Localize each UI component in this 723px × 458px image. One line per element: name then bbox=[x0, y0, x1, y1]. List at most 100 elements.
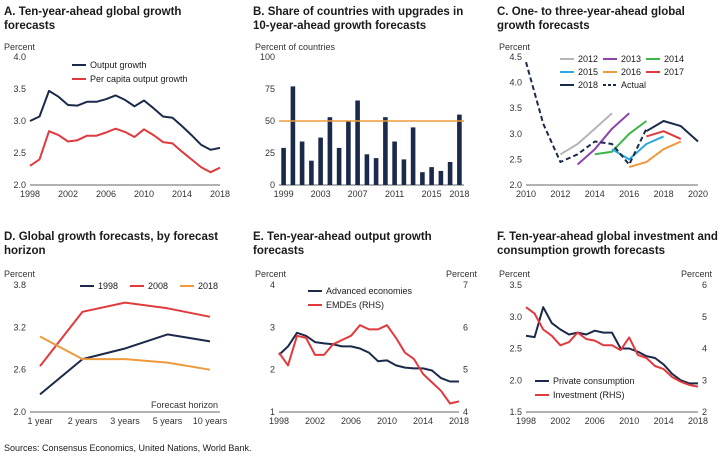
panel-e-y2-unit: Percent bbox=[446, 269, 478, 279]
panel-d-x-axis-title: Forecast horizon bbox=[151, 400, 218, 410]
panel-f-y-tick-label: 1.5 bbox=[509, 407, 522, 417]
panel-c-x-tick-label: 2010 bbox=[516, 189, 536, 199]
panel-d-x-tick-label: 1 year bbox=[27, 416, 52, 426]
panel-d-title-line: horizon bbox=[4, 245, 46, 257]
panel-f-series-line bbox=[525, 306, 699, 388]
panel-c-series-line bbox=[645, 120, 699, 143]
panel-c-series-line bbox=[525, 61, 648, 166]
panel-d-series-line bbox=[39, 333, 211, 396]
panel-f-x-tick-label: 1998 bbox=[516, 416, 536, 426]
panel-e-y-tick-label: 1 bbox=[270, 407, 275, 417]
panel-d-legend-item-label: 2018 bbox=[198, 281, 218, 291]
panel-c-x-tick-label: 2012 bbox=[550, 189, 570, 199]
source-note: Sources: Consensus Economics, United Nat… bbox=[4, 443, 252, 453]
panel-b-bar bbox=[336, 147, 342, 185]
panel-f-y2-tick-label: 6 bbox=[702, 280, 707, 290]
panel-e-y-tick-label: 3 bbox=[270, 322, 275, 332]
panel-a-y-tick-label: 2.0 bbox=[13, 180, 26, 190]
panel-f-x-tick-label: 2018 bbox=[688, 416, 708, 426]
panel-e-y2-tick-label: 6 bbox=[463, 322, 468, 332]
panel-b-x-tick-label: 2011 bbox=[385, 189, 404, 199]
panel-d-series-line bbox=[39, 335, 211, 371]
panel-b-title-line: B. Share of countries with upgrades in bbox=[253, 6, 463, 18]
panel-f-y2-tick-label: 3 bbox=[702, 375, 707, 385]
panel-a-series-line bbox=[29, 89, 221, 151]
panel-d-series-line bbox=[39, 301, 211, 367]
panel-f-title-line: consumption growth forecasts bbox=[497, 245, 665, 257]
panel-c-y-tick-label: 2.5 bbox=[509, 154, 522, 164]
panel-b-x-tick-label: 2018 bbox=[449, 189, 469, 199]
panel-c-series-line bbox=[559, 112, 613, 156]
panel-b-bar bbox=[373, 158, 379, 185]
panel-c-x-tick-label: 2020 bbox=[688, 189, 708, 199]
panel-f-legend-investment-label: Investment (RHS) bbox=[553, 390, 625, 400]
panel-f-x-tick-label: 2014 bbox=[654, 416, 674, 426]
panel-a-x-tick-label: 2002 bbox=[58, 189, 78, 199]
panel-e-x-tick-label: 1998 bbox=[269, 416, 289, 426]
panel-a-y-tick-label: 3.5 bbox=[13, 84, 26, 94]
panel-a-x-tick-label: 2014 bbox=[172, 189, 192, 199]
panel-b-bar bbox=[401, 159, 407, 185]
panel-d-x-tick-label: 10 years bbox=[193, 416, 228, 426]
panel-c-legend-item-label: 2017 bbox=[664, 67, 684, 77]
panel-e-title-line: forecasts bbox=[253, 245, 304, 257]
panel-c-title-line: C. One- to three-year-ahead global bbox=[497, 6, 685, 18]
panel-e-y2-tick-label: 4 bbox=[463, 407, 468, 417]
panel-d-y-tick-label: 3.8 bbox=[13, 280, 26, 290]
panel-b-x-tick-label: 1999 bbox=[274, 189, 294, 199]
panel-f-title-line: F. Ten-year-ahead global investment and bbox=[497, 231, 718, 243]
panel-d-y-tick-label: 3.2 bbox=[13, 322, 26, 332]
panel-b-bar bbox=[438, 170, 444, 185]
panel-b-bar bbox=[281, 147, 286, 185]
panel-b-title-line: 10-year-ahead growth forecasts bbox=[253, 20, 426, 32]
panel-d-y-tick-label: 2.6 bbox=[13, 365, 26, 375]
panel-c-legend-item-label: 2018 bbox=[578, 80, 598, 90]
panel-e-legend-advanced-label: Advanced economies bbox=[326, 286, 413, 296]
panel-b-y-tick-label: 0 bbox=[270, 180, 275, 190]
panel-e-y2-tick-label: 5 bbox=[463, 365, 468, 375]
panel-b-y-tick-label: 75 bbox=[265, 84, 275, 94]
panel-c-y-tick-label: 3.0 bbox=[509, 129, 522, 139]
panel-c-legend-item-label: 2013 bbox=[621, 54, 641, 64]
panel-b-bar bbox=[355, 100, 360, 185]
panel-c-y-tick-label: 2.0 bbox=[509, 180, 522, 190]
panel-b-bar bbox=[299, 141, 305, 185]
panel-c-series-line bbox=[646, 130, 682, 140]
panel-f-y2-tick-label: 5 bbox=[702, 312, 707, 322]
panel-e-x-tick-label: 2010 bbox=[377, 416, 397, 426]
panel-f-y-tick-label: 2.5 bbox=[509, 344, 522, 354]
panel-e-series-line bbox=[278, 324, 460, 405]
panel-f-y2-tick-label: 2 bbox=[702, 407, 707, 417]
panel-e-x-tick-label: 2014 bbox=[413, 416, 433, 426]
panel-e-x-tick-label: 2018 bbox=[449, 416, 469, 426]
panel-f-x-tick-label: 2010 bbox=[619, 416, 639, 426]
panel-c-legend-item-label: 2015 bbox=[578, 67, 598, 77]
panel-b-bar bbox=[364, 154, 370, 185]
panel-d-legend-item-label: 1998 bbox=[98, 281, 118, 291]
panel-e-title-line: E. Ten-year-ahead output growth bbox=[253, 231, 432, 243]
panel-c-x-tick-label: 2014 bbox=[585, 189, 605, 199]
panel-b-bar bbox=[346, 121, 351, 185]
panel-c-y-tick-label: 4.5 bbox=[509, 52, 522, 62]
panel-b-bar bbox=[457, 114, 462, 185]
panel-a-title-line: forecasts bbox=[4, 20, 55, 32]
panel-b-bar bbox=[429, 167, 434, 185]
panel-f-series-line bbox=[525, 306, 698, 385]
panel-b-y-tick-label: 100 bbox=[260, 52, 275, 62]
panel-f-y-unit: Percent bbox=[499, 269, 531, 279]
panel-f-y2-unit: Percent bbox=[681, 269, 713, 279]
panel-c-title-line: growth forecasts bbox=[497, 20, 590, 32]
panel-d-y-unit: Percent bbox=[4, 269, 36, 279]
panel-a-x-tick-label: 2006 bbox=[96, 189, 116, 199]
panel-e-x-tick-label: 2002 bbox=[305, 416, 325, 426]
panel-d-y-tick-label: 2.0 bbox=[13, 407, 26, 417]
panel-a-x-tick-label: 1998 bbox=[20, 189, 40, 199]
panel-e-legend-emdes-label: EMDEs (RHS) bbox=[326, 300, 384, 310]
panel-e-y-tick-label: 4 bbox=[270, 280, 275, 290]
panel-d-legend-item-label: 2008 bbox=[148, 281, 168, 291]
panel-f-x-tick-label: 2002 bbox=[550, 416, 570, 426]
panel-b-y-tick-label: 50 bbox=[265, 116, 275, 126]
panel-f-y-tick-label: 3.0 bbox=[509, 312, 522, 322]
panel-e-y2-tick-label: 7 bbox=[463, 280, 468, 290]
panel-a-y-tick-label: 2.5 bbox=[13, 148, 26, 158]
